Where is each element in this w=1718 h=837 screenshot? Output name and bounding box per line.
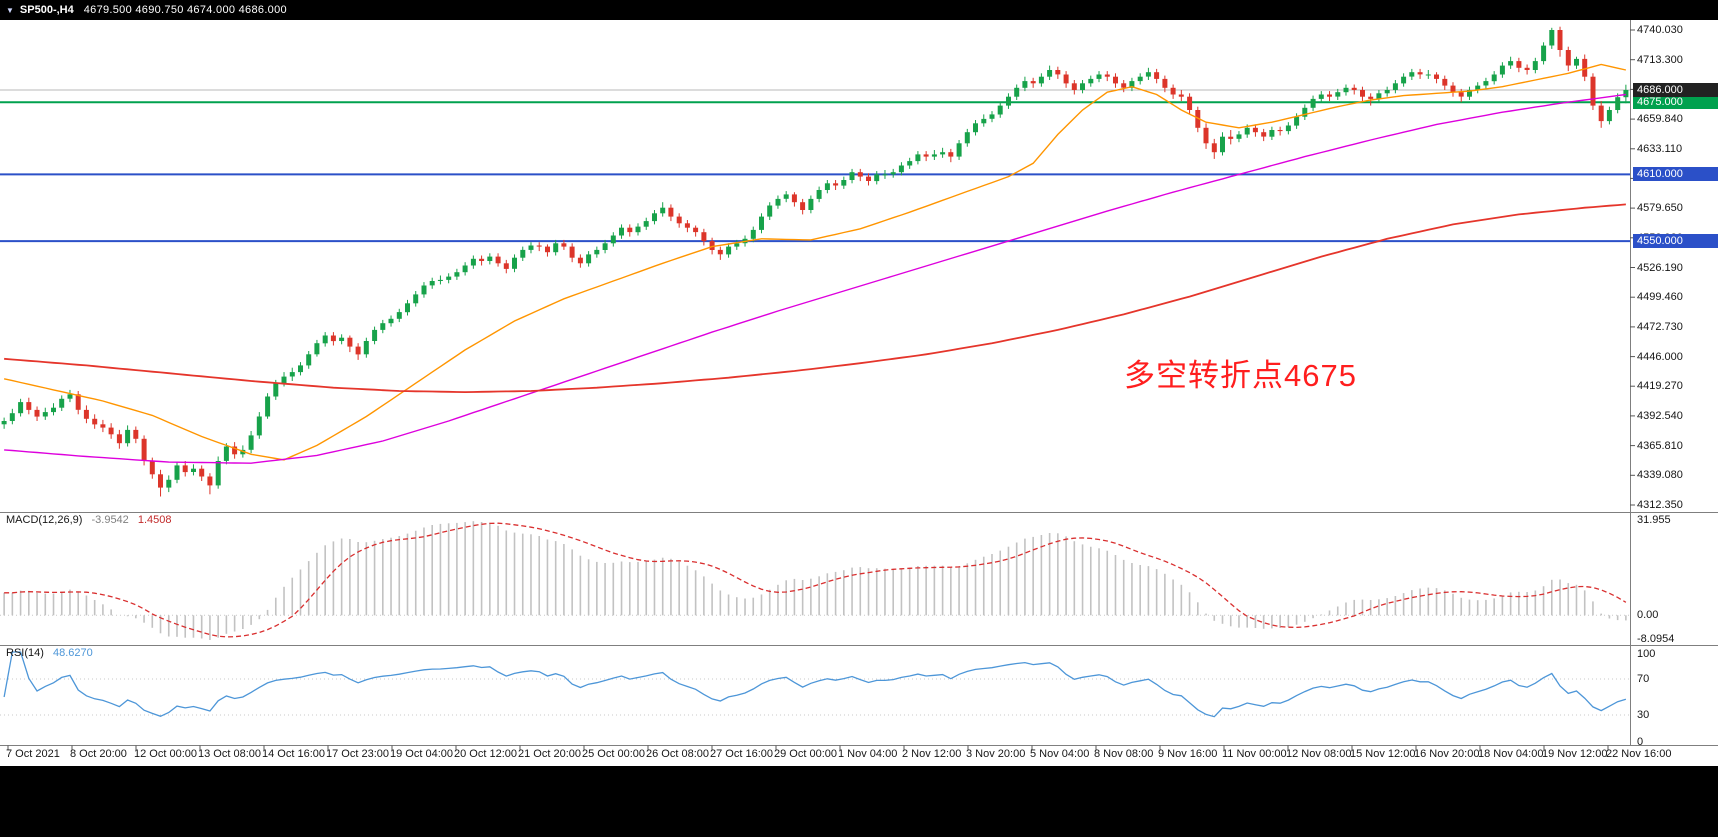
bottom-black-bar — [0, 766, 1718, 837]
rsi-line — [3, 651, 1627, 718]
macd-indicator-label: MACD(12,26,9) -3.9542 1.4508 — [6, 514, 178, 526]
price-axis-label: 4713.300 — [1637, 54, 1683, 66]
date-axis-label: 8 Oct 20:00 — [70, 748, 127, 760]
date-axis-label: 14 Oct 16:00 — [262, 748, 325, 760]
price-axis-label: 4339.080 — [1637, 469, 1683, 481]
ohlc-values: 4679.500 4690.750 4674.000 4686.000 — [83, 4, 287, 16]
price-axis-label: 4419.270 — [1637, 380, 1683, 392]
date-axis-label: 25 Oct 00:00 — [582, 748, 645, 760]
rsi-scale-label: 0 — [1637, 736, 1644, 748]
ma-fast-line[interactable] — [3, 63, 1627, 461]
date-axis-label: 13 Oct 08:00 — [198, 748, 261, 760]
price-marker-box: 4550.000 — [1633, 234, 1718, 248]
macd-name: MACD(12,26,9) — [6, 514, 83, 526]
date-axis-label: 17 Oct 23:00 — [326, 748, 389, 760]
price-axis-label: 4659.840 — [1637, 113, 1683, 125]
rsi-scale-label: 70 — [1637, 673, 1650, 685]
date-axis-label: 9 Nov 16:00 — [1158, 748, 1218, 760]
price-marker-box: 4610.000 — [1633, 167, 1718, 181]
date-axis-label: 27 Oct 16:00 — [710, 748, 773, 760]
date-axis-label: 5 Nov 04:00 — [1030, 748, 1090, 760]
date-axis-label: 16 Nov 20:00 — [1414, 748, 1480, 760]
macd-scale-label: 31.955 — [1637, 514, 1671, 526]
price-axis-label: 4579.650 — [1637, 202, 1683, 214]
date-axis-label: 1 Nov 04:00 — [838, 748, 898, 760]
chart-titlebar: ▼ SP500-,H4 4679.500 4690.750 4674.000 4… — [0, 0, 1718, 20]
rsi-value: 48.6270 — [52, 647, 93, 659]
date-axis-label: 7 Oct 2021 — [6, 748, 60, 760]
price-axis-label: 4499.460 — [1637, 291, 1683, 303]
date-axis-label: 3 Nov 20:00 — [966, 748, 1026, 760]
date-axis-label: 2 Nov 12:00 — [902, 748, 962, 760]
chart-annotation-text: 多空转折点4675 — [1124, 358, 1357, 393]
rsi-scale-label: 30 — [1637, 709, 1650, 721]
date-axis-label: 11 Nov 00:00 — [1222, 748, 1287, 760]
price-axis-ticks — [1630, 29, 1635, 506]
price-axis-label: 4446.000 — [1637, 351, 1683, 363]
macd-scale-label: 0.00 — [1637, 609, 1659, 621]
price-axis-label: 4633.110 — [1637, 143, 1683, 155]
candlesticks — [1, 26, 1629, 497]
macd-signal-value: 1.4508 — [137, 514, 172, 526]
ma-slow-line[interactable] — [4, 203, 1626, 394]
date-axis-label: 8 Nov 08:00 — [1094, 748, 1154, 760]
date-axis-label: 19 Oct 04:00 — [390, 748, 453, 760]
date-axis-label: 29 Oct 00:00 — [774, 748, 837, 760]
date-axis-label: 20 Oct 12:00 — [454, 748, 517, 760]
date-axis-label: 19 Nov 12:00 — [1542, 748, 1608, 760]
rsi-scale-label: 100 — [1637, 648, 1656, 660]
price-axis-label: 4526.190 — [1637, 262, 1683, 274]
date-axis-label: 12 Oct 00:00 — [134, 748, 197, 760]
date-axis-label: 18 Nov 04:00 — [1478, 748, 1544, 760]
date-axis-label: 12 Nov 08:00 — [1286, 748, 1352, 760]
date-axis-label: 22 Nov 16:00 — [1606, 748, 1672, 760]
price-axis-label: 4365.810 — [1637, 440, 1683, 452]
price-axis-label: 4740.030 — [1637, 24, 1683, 36]
price-marker-box: 4675.000 — [1633, 95, 1718, 109]
date-axis-label: 15 Nov 12:00 — [1350, 748, 1416, 760]
price-marker-box: 4686.000 — [1633, 83, 1718, 97]
date-axis-label: 26 Oct 08:00 — [646, 748, 709, 760]
price-axis-label: 4472.730 — [1637, 321, 1683, 333]
time-axis-ticks — [7, 745, 1609, 750]
rsi-indicator-label: RSI(14) 48.6270 — [6, 647, 99, 659]
macd-signal-line — [4, 522, 1627, 638]
rsi-name: RSI(14) — [6, 647, 44, 659]
symbol-timeframe-label: SP500-,H4 — [19, 4, 74, 16]
price-axis-label: 4392.540 — [1637, 410, 1683, 422]
macd-value: -3.9542 — [91, 514, 129, 526]
ma-mid-line[interactable] — [4, 93, 1626, 464]
date-axis-label: 21 Oct 20:00 — [518, 748, 581, 760]
macd-scale-label: -8.0954 — [1637, 633, 1675, 645]
panel-borders — [0, 20, 1718, 746]
symbol-dropdown-icon[interactable]: ▼ — [6, 5, 14, 15]
price-axis-label: 4312.350 — [1637, 499, 1683, 511]
